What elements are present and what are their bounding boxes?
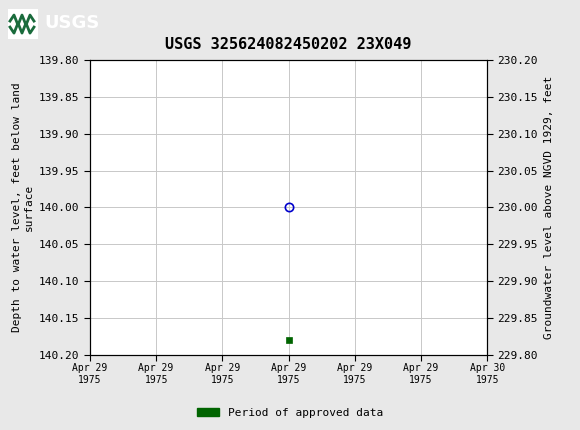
Y-axis label: Groundwater level above NGVD 1929, feet: Groundwater level above NGVD 1929, feet	[543, 76, 554, 339]
Y-axis label: Depth to water level, feet below land
surface: Depth to water level, feet below land su…	[12, 83, 34, 332]
Title: USGS 325624082450202 23X049: USGS 325624082450202 23X049	[165, 37, 412, 52]
Text: USGS: USGS	[44, 14, 99, 32]
Bar	[8, 9, 38, 39]
Legend: Period of approved data: Period of approved data	[193, 403, 387, 422]
